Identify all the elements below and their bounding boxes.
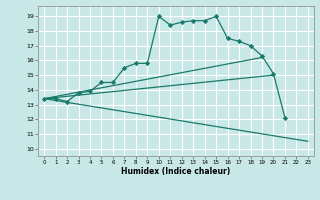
X-axis label: Humidex (Indice chaleur): Humidex (Indice chaleur) <box>121 167 231 176</box>
